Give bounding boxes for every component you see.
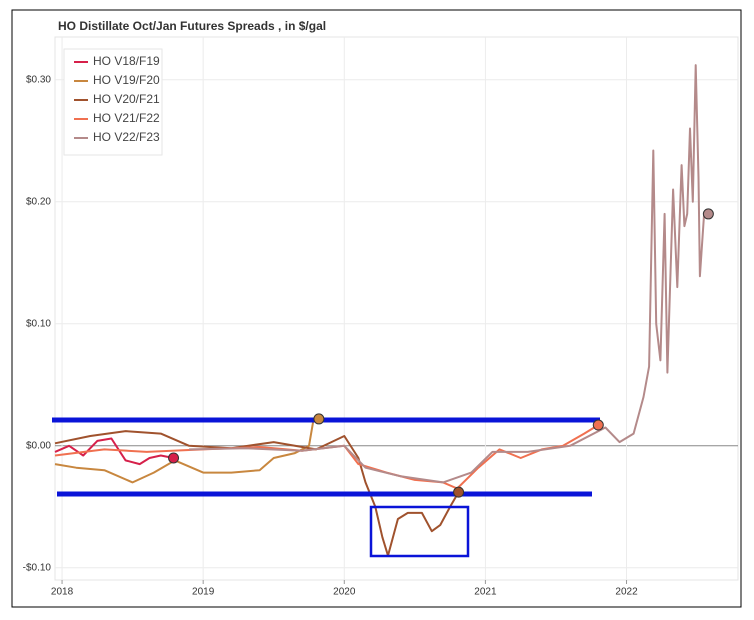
annotation-box <box>369 505 470 558</box>
series-lines <box>54 64 709 557</box>
plot-area <box>54 36 739 581</box>
x-tick-label: 2022 <box>615 587 638 598</box>
legend-entries: HO V18/F19 HO V19/F20 HO V20/F21 HO V21/F22… <box>74 54 160 144</box>
legend-label: HO V22/F23 <box>93 130 160 144</box>
y-tick-label: $0.20 <box>26 196 51 207</box>
legend-label: HO V20/F21 <box>93 92 160 106</box>
y-tick-label: -$0.10 <box>23 562 52 573</box>
x-tick-label: 2018 <box>51 587 74 598</box>
legend-label: HO V21/F22 <box>93 111 160 125</box>
series-line <box>189 64 709 484</box>
legend-label: HO V19/F20 <box>93 73 160 87</box>
end-markers <box>168 208 714 498</box>
x-tick-label: 2020 <box>333 587 356 598</box>
legend-label: HO V18/F19 <box>93 54 160 68</box>
y-tick-label: $0.10 <box>26 318 51 329</box>
chart-title: HO Distillate Oct/Jan Futures Spreads , … <box>58 19 326 33</box>
x-tick-label: 2019 <box>192 587 215 598</box>
series-line <box>54 430 460 557</box>
x-tick-label: 2021 <box>474 587 497 598</box>
end-marker <box>592 419 604 431</box>
y-tick-label: $0.00 <box>26 440 51 451</box>
end-marker <box>702 208 714 220</box>
end-marker <box>168 452 180 464</box>
grid: -$0.10 $0.00 $0.10 $0.20 $0.30 2018 2019 2020 20… <box>23 37 738 598</box>
end-marker <box>453 486 465 498</box>
end-marker <box>313 413 325 425</box>
y-tick-label: $0.30 <box>26 74 51 85</box>
